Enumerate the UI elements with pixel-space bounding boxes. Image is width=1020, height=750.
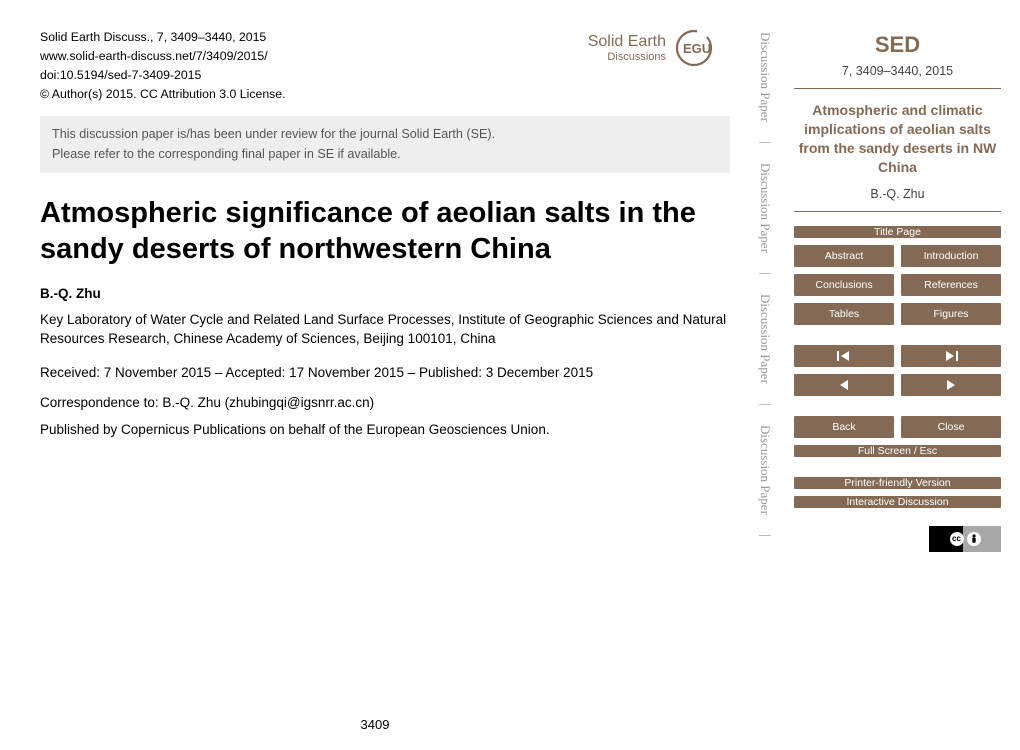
review-line1: This discussion paper is/has been under …	[52, 125, 718, 145]
references-button[interactable]: References	[901, 274, 1001, 296]
vsep-icon	[759, 535, 771, 536]
divider	[794, 88, 1001, 89]
divider	[794, 211, 1001, 212]
sidebar: SED 7, 3409–3440, 2015 Atmospheric and c…	[780, 0, 1015, 750]
short-title: Atmospheric and climatic implications of…	[794, 101, 1001, 177]
short-author: B.-Q. Zhu	[794, 187, 1001, 201]
journal-abbrev: SED	[794, 32, 1001, 58]
journal-url: www.solid-earth-discuss.net/7/3409/2015/	[40, 47, 286, 66]
interactive-discussion-button[interactable]: Interactive Discussion	[794, 496, 1001, 508]
next-icon	[946, 380, 956, 390]
logo-line2: Discussions	[588, 51, 666, 63]
last-page-button[interactable]	[901, 345, 1001, 367]
copyright: © Author(s) 2015. CC Attribution 3.0 Lic…	[40, 85, 286, 104]
dates: Received: 7 November 2015 – Accepted: 17…	[40, 363, 730, 383]
paper-title: Atmospheric significance of aeolian salt…	[40, 195, 730, 268]
printer-friendly-button[interactable]: Printer-friendly Version	[794, 477, 1001, 489]
issue-info: 7, 3409–3440, 2015	[794, 64, 1001, 78]
author: B.-Q. Zhu	[40, 286, 730, 301]
publication-info: Solid Earth Discuss., 7, 3409–3440, 2015…	[40, 28, 286, 104]
main-column: Solid Earth Discuss., 7, 3409–3440, 2015…	[0, 0, 750, 750]
vlabel-4: Discussion Paper	[757, 425, 773, 515]
journal-ref: Solid Earth Discuss., 7, 3409–3440, 2015	[40, 28, 286, 47]
publisher: Published by Copernicus Publications on …	[40, 422, 730, 437]
review-notice: This discussion paper is/has been under …	[40, 116, 730, 173]
doi: doi:10.5194/sed-7-3409-2015	[40, 66, 286, 85]
first-page-button[interactable]	[794, 345, 894, 367]
vlabel-2: Discussion Paper	[757, 163, 773, 253]
cc-license-badge[interactable]: cc	[929, 526, 1001, 552]
tables-button[interactable]: Tables	[794, 303, 894, 325]
logo-line1: Solid Earth	[588, 33, 666, 51]
egu-logo-icon: EGU	[672, 28, 730, 68]
figures-button[interactable]: Figures	[901, 303, 1001, 325]
abstract-button[interactable]: Abstract	[794, 245, 894, 267]
vsep-icon	[759, 273, 771, 274]
vertical-labels: Discussion Paper Discussion Paper Discus…	[750, 0, 780, 750]
logo-text: Solid Earth Discussions	[588, 33, 666, 63]
close-button[interactable]: Close	[901, 416, 1001, 438]
correspondence: Correspondence to: B.-Q. Zhu (zhubingqi@…	[40, 395, 730, 410]
svg-text:EGU: EGU	[683, 41, 711, 56]
by-icon	[967, 532, 981, 546]
last-icon	[944, 351, 958, 361]
introduction-button[interactable]: Introduction	[901, 245, 1001, 267]
vlabel-3: Discussion Paper	[757, 294, 773, 384]
title-page-button[interactable]: Title Page	[794, 226, 1001, 238]
page-number: 3409	[361, 717, 390, 732]
conclusions-button[interactable]: Conclusions	[794, 274, 894, 296]
first-icon	[837, 351, 851, 361]
next-button[interactable]	[901, 374, 1001, 396]
vsep-icon	[759, 404, 771, 405]
prev-icon	[839, 380, 849, 390]
fullscreen-button[interactable]: Full Screen / Esc	[794, 445, 1001, 457]
cc-icon: cc	[950, 532, 964, 546]
header-row: Solid Earth Discuss., 7, 3409–3440, 2015…	[40, 28, 730, 104]
review-line2: Please refer to the corresponding final …	[52, 145, 718, 165]
logo-block: Solid Earth Discussions EGU	[588, 28, 730, 68]
nav-grid: Title Page Abstract Introduction Conclus…	[794, 226, 1001, 508]
back-button[interactable]: Back	[794, 416, 894, 438]
affiliation: Key Laboratory of Water Cycle and Relate…	[40, 311, 730, 349]
vlabel-1: Discussion Paper	[757, 32, 773, 122]
prev-button[interactable]	[794, 374, 894, 396]
vsep-icon	[759, 142, 771, 143]
